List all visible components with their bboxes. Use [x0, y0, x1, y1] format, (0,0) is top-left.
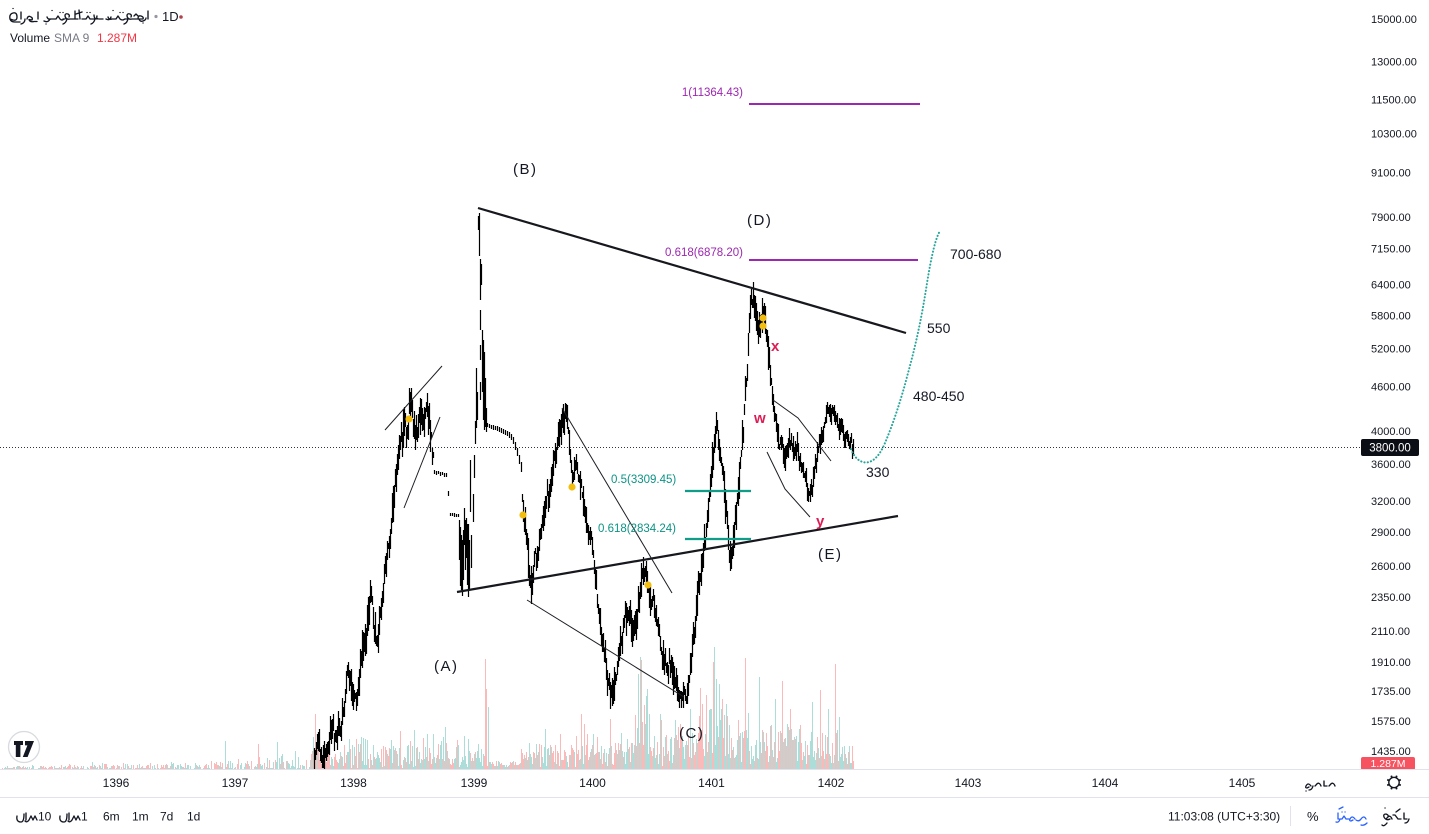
svg-text:700-680: 700-680 — [950, 246, 1002, 262]
svg-text:9100.00: 9100.00 — [1371, 168, 1411, 180]
svg-text:1735.00: 1735.00 — [1371, 686, 1411, 698]
svg-text:%: % — [1307, 809, 1319, 824]
svg-text:1D: 1D — [162, 9, 179, 24]
svg-text:(A): (A) — [434, 658, 459, 675]
svg-text:6m: 6m — [103, 810, 120, 824]
svg-text:3200.00: 3200.00 — [1371, 496, 1411, 508]
svg-text:0.618(2834.24): 0.618(2834.24) — [598, 523, 676, 535]
svg-text:y: y — [816, 513, 825, 530]
svg-text:x: x — [771, 338, 780, 355]
svg-text:11:03:08 (UTC+3:30): 11:03:08 (UTC+3:30) — [1168, 810, 1280, 824]
svg-text:SMA 9: SMA 9 — [54, 31, 90, 45]
svg-text:(B): (B) — [513, 161, 538, 178]
svg-text:w: w — [753, 410, 766, 427]
svg-text:7900.00: 7900.00 — [1371, 212, 1411, 224]
svg-text:13000.00: 13000.00 — [1371, 57, 1417, 69]
svg-text:5800.00: 5800.00 — [1371, 311, 1411, 323]
svg-text:4000.00: 4000.00 — [1371, 426, 1411, 438]
svg-text:1399: 1399 — [461, 776, 488, 790]
svg-text:1575.00: 1575.00 — [1371, 716, 1411, 728]
svg-text:2600.00: 2600.00 — [1371, 561, 1411, 573]
svg-text:4600.00: 4600.00 — [1371, 382, 1411, 394]
svg-text:1403: 1403 — [955, 776, 982, 790]
svg-text:(E): (E) — [818, 546, 843, 563]
svg-text:1404: 1404 — [1092, 776, 1119, 790]
svg-text:1.287M: 1.287M — [97, 31, 137, 45]
svg-text:5200.00: 5200.00 — [1371, 344, 1411, 356]
svg-text:330: 330 — [866, 464, 890, 480]
svg-text:0.5(3309.45): 0.5(3309.45) — [611, 474, 676, 486]
svg-text:6400.00: 6400.00 — [1371, 280, 1411, 292]
svg-text:10300.00: 10300.00 — [1371, 129, 1417, 141]
svg-text:1.287M: 1.287M — [1370, 758, 1405, 770]
svg-text:1396: 1396 — [103, 776, 130, 790]
svg-text:7150.00: 7150.00 — [1371, 244, 1411, 256]
svg-text:1401: 1401 — [698, 776, 725, 790]
svg-text:1400: 1400 — [579, 776, 606, 790]
svg-text:480-450: 480-450 — [913, 388, 965, 404]
svg-text:2350.00: 2350.00 — [1371, 592, 1411, 604]
svg-text:1435.00: 1435.00 — [1371, 746, 1411, 758]
svg-text:1397: 1397 — [222, 776, 249, 790]
svg-text:(D): (D) — [747, 212, 772, 229]
svg-text:1(11364.43): 1(11364.43) — [682, 87, 743, 99]
svg-text:0.618(6878.20): 0.618(6878.20) — [665, 247, 743, 259]
svg-text:7d: 7d — [160, 810, 173, 824]
svg-text:10: 10 — [38, 810, 52, 824]
svg-text:2110.00: 2110.00 — [1371, 626, 1410, 638]
svg-text:11500.00: 11500.00 — [1371, 95, 1416, 107]
svg-text:(C): (C) — [679, 725, 704, 742]
svg-text:1d: 1d — [187, 810, 200, 824]
svg-text:Volume: Volume — [10, 31, 50, 45]
svg-text:1910.00: 1910.00 — [1371, 657, 1411, 669]
svg-text:3800.00: 3800.00 — [1369, 443, 1411, 455]
svg-text:2900.00: 2900.00 — [1371, 527, 1411, 539]
svg-text:3600.00: 3600.00 — [1371, 459, 1411, 471]
svg-text:1: 1 — [81, 810, 88, 824]
svg-text:1398: 1398 — [340, 776, 367, 790]
svg-text:1m: 1m — [132, 810, 149, 824]
svg-text:15000.00: 15000.00 — [1371, 14, 1417, 26]
svg-text:1402: 1402 — [818, 776, 845, 790]
svg-text:1405: 1405 — [1229, 776, 1256, 790]
svg-text:550: 550 — [927, 320, 951, 336]
